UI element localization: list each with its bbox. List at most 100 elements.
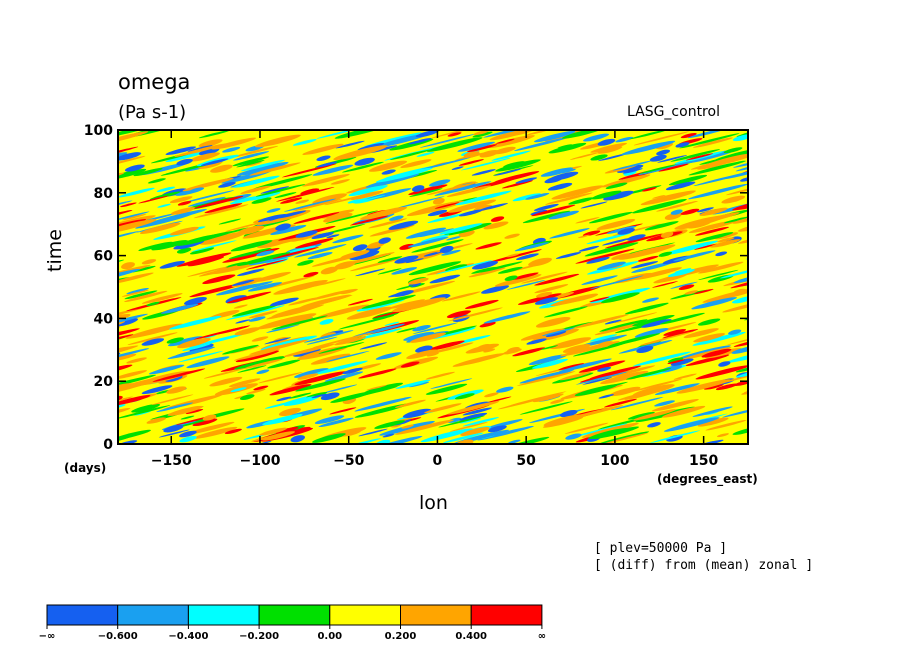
heatmap-cell [605,365,656,379]
heatmap-cell [409,188,443,197]
heatmap-cell [760,264,800,276]
heatmap-cell [670,209,683,215]
heatmap-cell [560,168,576,174]
heatmap-cell [632,378,683,392]
heatmap-cell [656,200,698,212]
heatmap-cell [118,353,137,361]
heatmap-cell [88,149,107,157]
heatmap-cell [282,163,337,178]
heatmap-cell [375,133,430,148]
heatmap-cell [399,243,415,250]
heatmap-cell [747,425,748,438]
heatmap-cell [71,294,92,303]
heatmap-cell [275,223,291,231]
y-tick-label: 0 [103,437,113,453]
heatmap-cell [590,275,644,289]
heatmap-cell [271,315,328,330]
heatmap-cell [262,431,296,441]
heatmap-cell [267,359,301,369]
heatmap-cell [691,297,738,310]
heatmap-cell [458,209,483,217]
heatmap-cell [209,376,243,387]
heatmap-cell [251,197,272,204]
heatmap-cell [586,232,631,245]
heatmap-cell [751,364,794,377]
heatmap-cell [85,288,113,297]
heatmap-cell [273,279,328,295]
heatmap-cell [727,332,748,345]
heatmap-cell [236,160,265,168]
heatmap-cell [334,336,367,346]
heatmap-cell [570,314,630,330]
heatmap-cell [146,417,167,424]
heatmap-cell [531,204,576,217]
heatmap-cell [403,331,435,341]
heatmap-cell [493,168,522,176]
heatmap-cell [723,216,748,224]
heatmap-cell [484,396,512,404]
heatmap-cell [446,185,492,198]
heatmap-cell [118,429,151,441]
heatmap-cell [70,212,89,219]
heatmap-cell [138,241,173,251]
heatmap-cell [427,209,448,217]
heatmap-cell [757,417,770,425]
heatmap-cell [642,297,659,303]
heatmap-cell [615,136,634,143]
heatmap-cell [312,433,346,443]
heatmap-cell [224,428,242,435]
heatmap-cell [124,290,158,300]
heatmap-cell [533,203,559,211]
heatmap-cell [215,283,261,296]
heatmap-cell [408,381,430,388]
heatmap-cell [74,216,109,227]
heatmap-cell [746,299,748,311]
heatmap-cell [236,162,289,176]
heatmap-cell [723,147,743,154]
heatmap-cell [757,396,776,404]
heatmap-cell [348,185,388,197]
heatmap-cell [167,405,204,416]
heatmap-cell [695,365,748,380]
heatmap-cell [256,313,317,330]
heatmap-cell [314,415,345,424]
heatmap-cell [659,312,705,325]
heatmap-cell [299,294,351,309]
heatmap-cell [189,152,220,162]
heatmap-cell [680,208,700,215]
heatmap-cell [229,196,259,205]
heatmap-cell [685,153,714,161]
heatmap-cell [148,364,185,375]
heatmap-cell [167,336,204,347]
heatmap-cell [266,304,325,320]
heatmap-cell [198,262,254,277]
run-label: LASG_control [627,104,720,120]
heatmap-cell [626,368,672,380]
heatmap-cell [342,367,363,375]
heatmap-cell [257,214,287,223]
heatmap-cell [312,193,347,204]
heatmap-cell [669,245,705,255]
heatmap-cell [459,417,482,424]
heatmap-cell [193,204,249,219]
heatmap-cell [580,201,608,209]
heatmap-cell [750,168,765,177]
heatmap-cell [617,228,635,235]
heatmap-cell [400,361,420,368]
heatmap-cell [495,159,541,172]
heatmap-cell [426,352,439,357]
heatmap-cell [443,222,492,236]
heatmap-cell [329,407,357,415]
heatmap-cell [166,386,187,394]
heatmap-cell [641,319,672,328]
heatmap-cell [118,155,146,168]
colorbar-label: −0.400 [168,631,208,642]
heatmap-cell [118,374,157,391]
heatmap-cell [187,145,213,152]
heatmap-cell [377,268,402,275]
heatmap-cell [758,418,785,428]
heatmap-cell [733,335,748,347]
heatmap-cell [688,219,739,234]
heatmap-cell [721,195,746,204]
